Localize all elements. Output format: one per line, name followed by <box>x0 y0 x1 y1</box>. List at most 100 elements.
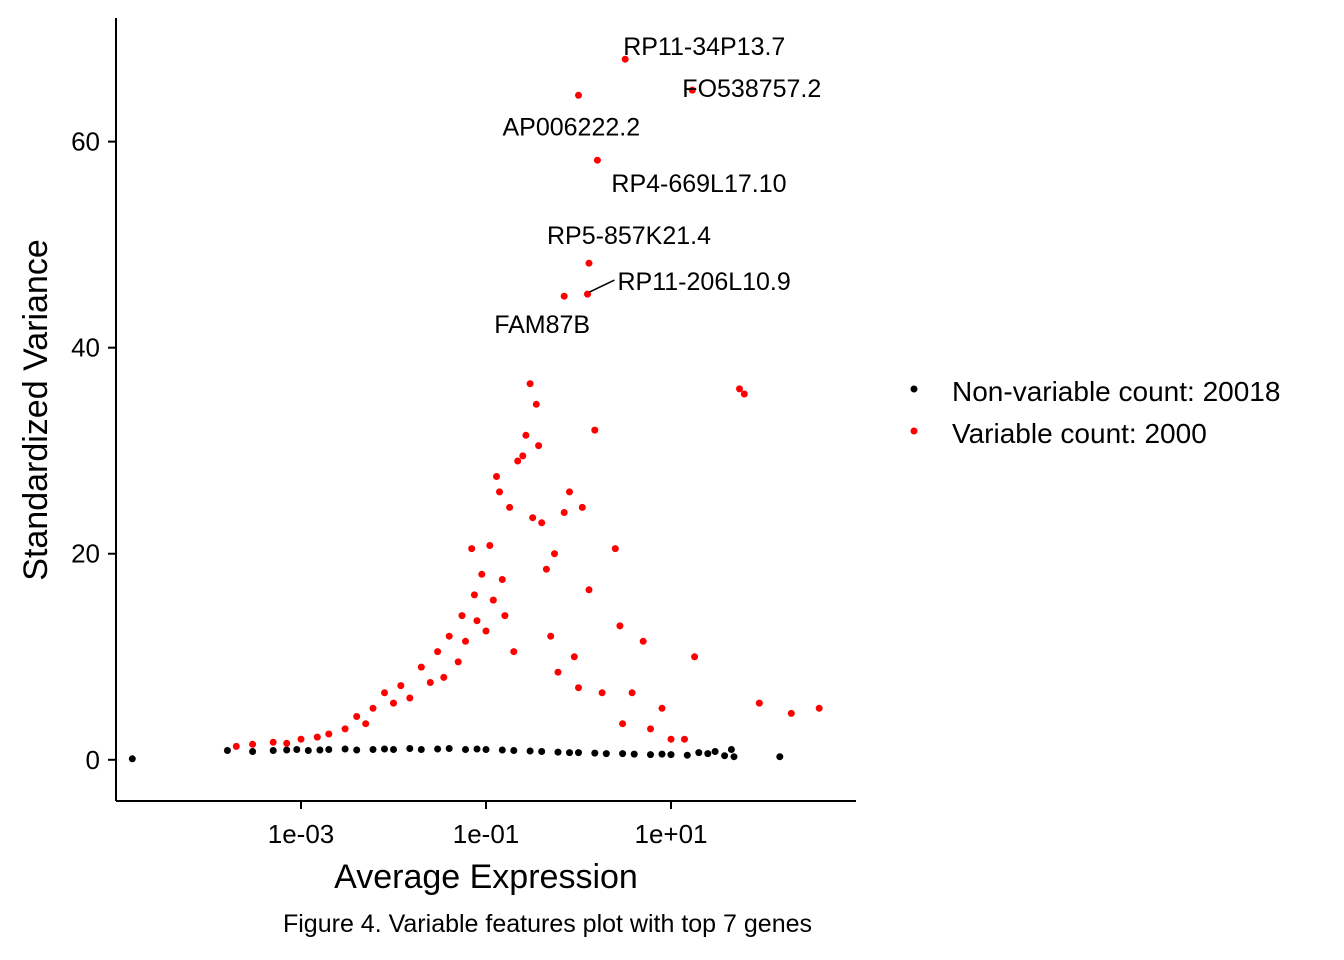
y-tick-label: 40 <box>71 333 100 363</box>
variable-point <box>691 653 699 661</box>
non-variable-point <box>575 749 582 757</box>
legend-label-variable: Variable count: 2000 <box>952 418 1207 449</box>
variable-point <box>736 385 743 393</box>
variable-point <box>578 503 586 511</box>
y-tick-label: 0 <box>86 745 100 775</box>
variable-point <box>740 390 748 398</box>
legend-label-non-variable: Non-variable count: 20018 <box>952 376 1280 407</box>
non-variable-point <box>602 750 610 758</box>
non-variable-point <box>591 749 599 757</box>
non-variable-point <box>293 746 301 753</box>
non-variable-point <box>304 747 312 754</box>
variable-point <box>787 709 795 717</box>
variable-point <box>468 545 476 553</box>
non-variable-point <box>434 745 442 753</box>
gene-label: RP5-857K21.4 <box>547 222 711 250</box>
variable-point <box>611 545 619 553</box>
y-tick-label: 60 <box>71 127 100 157</box>
variable-point <box>570 653 578 661</box>
non-variable-point <box>473 745 481 753</box>
non-variable-point <box>647 751 654 759</box>
variable-point <box>658 704 666 712</box>
x-axis-title: Average Expression <box>334 858 638 896</box>
non-variable-point <box>526 747 534 755</box>
non-variable-point <box>730 753 738 761</box>
non-variable-point <box>445 745 453 752</box>
variable-point <box>538 519 546 527</box>
variable-point <box>454 658 462 666</box>
variable-point <box>462 637 469 645</box>
ticks: 1e-03 1e-01 1e+01 0 20 40 60 <box>71 127 707 849</box>
y-tick-label: 20 <box>71 539 100 569</box>
variable-point <box>325 730 333 738</box>
non-variable-point <box>341 745 349 753</box>
variable-point <box>434 648 442 656</box>
non-variable-point <box>283 746 291 754</box>
non-variable-point <box>510 747 518 754</box>
axes <box>115 18 856 802</box>
variable-point <box>406 694 414 702</box>
non-variable-point <box>658 750 666 758</box>
gene-label: FO538757.2 <box>682 75 821 103</box>
non-variable-point <box>462 746 469 753</box>
variable-point <box>426 679 434 686</box>
variable-point <box>591 426 599 434</box>
variable-point <box>575 684 582 692</box>
variable-point <box>598 689 606 697</box>
legend: Non-variable count: 20018 Variable count… <box>910 376 1280 449</box>
variable-point <box>584 290 591 298</box>
variable-point <box>616 622 624 630</box>
non-variable-point <box>316 746 324 754</box>
variable-point <box>585 259 593 267</box>
non-variable-point <box>498 746 506 754</box>
x-tick-label: 1e+01 <box>634 819 707 849</box>
non-variable-point <box>269 747 277 754</box>
non-variable-point <box>554 748 562 756</box>
variable-point <box>478 570 486 578</box>
variable-point <box>473 617 481 625</box>
variable-point <box>458 612 466 620</box>
non-variable-point <box>683 751 691 759</box>
variable-point <box>493 473 500 480</box>
variable-point <box>514 457 522 465</box>
non-variable-point <box>128 755 136 763</box>
non-variable-point <box>223 747 231 754</box>
variable-point <box>489 596 497 604</box>
variable-point <box>470 591 478 599</box>
variable-point <box>681 735 688 743</box>
variable-point <box>390 699 397 707</box>
variable-point <box>510 648 518 656</box>
variable-point <box>269 738 277 746</box>
variable-point <box>297 735 305 743</box>
non-variable-point <box>704 750 712 758</box>
variable-point <box>313 733 321 741</box>
variable-point <box>498 576 506 583</box>
variable-point <box>619 720 627 728</box>
variable-point <box>575 91 582 99</box>
non-variable-point <box>390 746 397 753</box>
non-variable-point <box>353 746 361 754</box>
x-tick-label: 1e-03 <box>268 819 335 849</box>
gene-labels: RP11-34P13.7 FO538757.2 AP006222.2 RP4-669L… <box>494 33 821 339</box>
non-variable-point <box>325 746 333 753</box>
variable-point <box>381 689 388 697</box>
non-variable-point <box>249 748 257 755</box>
variable-point <box>667 735 675 743</box>
data-points <box>128 55 823 763</box>
variable-point <box>560 509 568 516</box>
variable-point <box>688 86 696 94</box>
gene-label: RP11-34P13.7 <box>623 33 785 61</box>
variable-point <box>486 542 494 549</box>
non-variable-point <box>711 748 719 755</box>
variable-point <box>755 699 763 707</box>
variable-point <box>566 488 573 496</box>
non-variable-point <box>630 750 638 758</box>
non-variable-point <box>369 746 377 753</box>
y-axis-title: Standardized Variance <box>17 239 55 580</box>
non-variable-point <box>538 748 546 755</box>
variable-point <box>542 565 550 573</box>
gene-label: FAM87B <box>494 311 590 339</box>
non-variable-point <box>417 746 425 753</box>
variable-point <box>519 452 527 460</box>
